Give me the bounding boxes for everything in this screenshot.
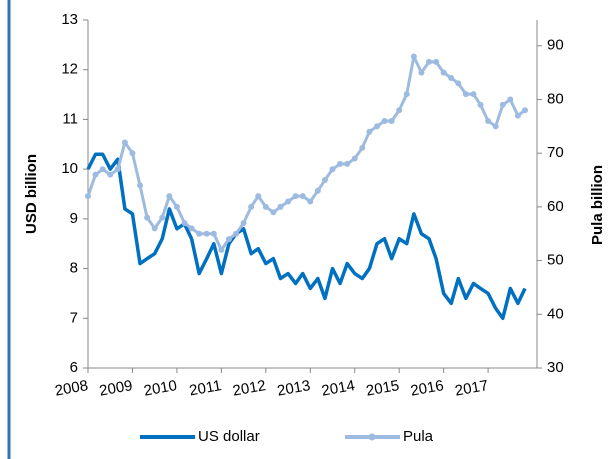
x-tick-label: 2014 xyxy=(320,377,356,400)
y-tick-label: 8 xyxy=(70,260,78,277)
series-marker xyxy=(248,203,255,210)
y2-tick-label: 90 xyxy=(547,37,564,54)
y-tick-label: 13 xyxy=(61,11,78,28)
series-marker xyxy=(381,117,388,124)
y2-axis-label: Pula billion xyxy=(589,165,606,245)
legend-marker xyxy=(368,433,376,441)
y2-tick-label: 50 xyxy=(547,252,564,269)
series-marker xyxy=(240,220,247,226)
series-marker xyxy=(233,230,240,237)
series-marker xyxy=(344,160,351,167)
series-marker xyxy=(462,91,469,98)
legend-label: Pula xyxy=(403,428,434,445)
series-marker xyxy=(403,91,410,98)
series-marker xyxy=(448,75,455,81)
series-marker xyxy=(307,198,314,205)
y-tick-label: 11 xyxy=(62,110,78,127)
x-tick-label: 2009 xyxy=(98,377,134,400)
series-marker xyxy=(321,177,328,184)
x-tick-label: 2008 xyxy=(54,377,90,400)
series-marker xyxy=(285,198,292,205)
series-marker xyxy=(166,193,173,200)
series-marker xyxy=(499,101,506,108)
series-marker xyxy=(388,117,395,124)
series-marker xyxy=(292,193,299,200)
series-line xyxy=(86,152,527,321)
legend-label: US dollar xyxy=(198,428,260,445)
series-marker xyxy=(270,209,277,216)
y-tick-label: 12 xyxy=(61,61,78,78)
series-marker xyxy=(366,128,373,135)
y-tick-label: 10 xyxy=(61,160,78,177)
x-tick-label: 2015 xyxy=(365,377,401,400)
series-marker xyxy=(210,230,217,237)
series-marker xyxy=(396,107,403,114)
series-marker xyxy=(277,203,284,210)
series-marker xyxy=(262,203,269,210)
series-marker xyxy=(521,107,528,114)
series-marker xyxy=(359,144,366,151)
series-marker xyxy=(440,69,447,76)
series-marker xyxy=(255,193,262,200)
y2-tick-label: 30 xyxy=(547,359,564,376)
series-marker xyxy=(455,80,462,87)
series-marker xyxy=(181,220,188,226)
y-tick-label: 9 xyxy=(70,210,78,227)
x-tick-label: 2010 xyxy=(142,377,178,400)
series-marker xyxy=(299,193,306,200)
series-marker xyxy=(85,193,91,200)
series-marker xyxy=(218,246,225,253)
y2-tick-label: 40 xyxy=(547,305,564,322)
series-marker xyxy=(188,225,195,232)
y-tick-label: 7 xyxy=(70,309,78,326)
series-marker xyxy=(492,123,499,130)
series-marker xyxy=(144,214,151,221)
series-marker xyxy=(337,160,344,167)
series-marker xyxy=(225,236,232,243)
y2-tick-label: 80 xyxy=(547,90,564,107)
series-marker xyxy=(425,58,432,65)
x-tick-label: 2011 xyxy=(188,377,223,399)
x-tick-label: 2017 xyxy=(454,377,490,400)
series-marker xyxy=(203,230,210,237)
y2-tick-label: 60 xyxy=(547,198,564,215)
series-marker xyxy=(351,155,358,162)
series-marker xyxy=(99,166,106,173)
y-axis-label: USD billion xyxy=(23,154,40,234)
series-marker xyxy=(151,225,158,232)
x-tick-label: 2016 xyxy=(409,377,445,400)
x-tick-label: 2012 xyxy=(231,377,267,400)
series-marker xyxy=(514,112,521,119)
series-marker xyxy=(418,69,425,76)
series-marker xyxy=(329,166,336,173)
series-marker xyxy=(196,230,203,237)
x-tick-label: 2013 xyxy=(276,377,312,400)
y2-tick-label: 70 xyxy=(547,144,564,161)
series-marker xyxy=(92,171,99,178)
series-marker xyxy=(107,171,114,178)
series-marker xyxy=(137,182,144,189)
series-marker xyxy=(121,139,128,146)
series-marker xyxy=(129,150,136,157)
series-marker xyxy=(159,214,166,221)
y-tick-label: 6 xyxy=(70,359,78,376)
series-marker xyxy=(173,203,180,210)
series-marker xyxy=(114,166,121,173)
series-marker xyxy=(507,96,514,103)
series-marker xyxy=(470,91,477,98)
series-marker xyxy=(485,117,492,124)
series-marker xyxy=(373,123,380,130)
series-marker xyxy=(314,187,321,194)
series-marker xyxy=(410,53,417,60)
series-marker xyxy=(433,58,440,65)
series-marker xyxy=(477,101,484,108)
